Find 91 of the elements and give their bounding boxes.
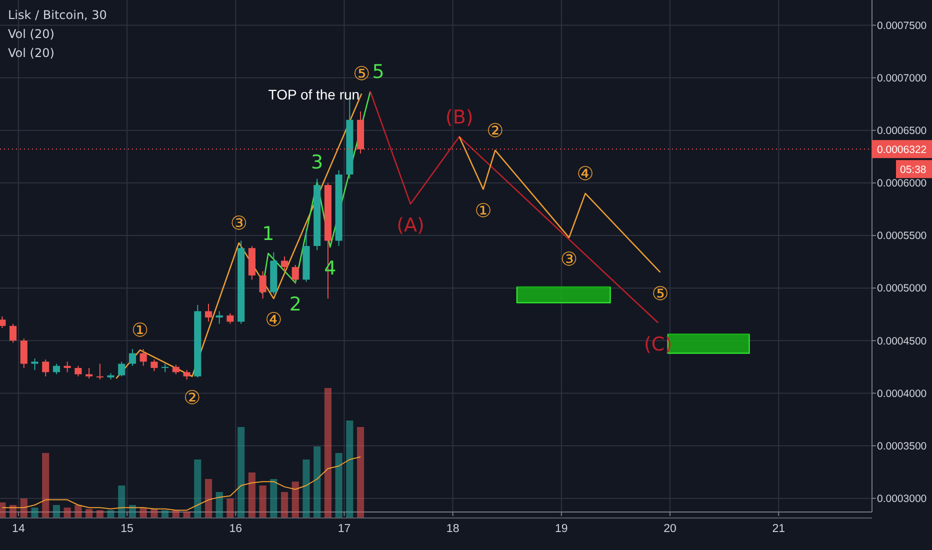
bar — [96, 510, 104, 518]
candlestick — [10, 323, 17, 344]
candlestick — [172, 364, 180, 375]
candlestick — [226, 312, 234, 324]
annotation: ② — [486, 120, 504, 142]
bar — [216, 492, 223, 518]
candlestick — [74, 365, 82, 377]
annotation: TOP of the run — [268, 86, 360, 103]
bar — [20, 498, 28, 518]
x-tick-label: 14 — [12, 523, 26, 535]
annotation: ① — [132, 320, 149, 342]
annotation: ③ — [230, 212, 248, 235]
x-tick-label: 21 — [772, 523, 786, 535]
candlestick — [118, 361, 126, 377]
bar — [194, 460, 202, 518]
y-tick-label: 0.0003500 — [877, 440, 927, 452]
annotation: 5 — [372, 61, 384, 84]
y-tick-label: 0.0004000 — [877, 388, 927, 400]
annotation: (A) — [396, 214, 424, 237]
bar — [357, 427, 364, 518]
annotation: (B) — [445, 106, 474, 128]
bar — [183, 512, 190, 518]
annotation: 1 — [262, 223, 274, 246]
candlestick — [280, 256, 288, 272]
bar — [31, 508, 38, 518]
candlestick — [259, 270, 266, 300]
ref-line-label: 0.0006322 — [877, 144, 927, 156]
x-tick-label: 20 — [664, 523, 676, 535]
annotation: 3 — [311, 152, 324, 174]
x-tick-label: 15 — [120, 523, 134, 535]
text: Vol (20) — [8, 27, 54, 41]
y-tick-label: 0.0005000 — [877, 282, 927, 295]
bar — [302, 460, 310, 518]
text: 05:38 — [900, 164, 926, 176]
bar — [238, 427, 245, 518]
bar — [346, 420, 354, 518]
candlestick — [20, 338, 28, 368]
candlestick — [128, 348, 136, 366]
annotation: ② — [184, 387, 201, 410]
y-tick-label: 0.0007500 — [877, 20, 927, 32]
annotation: ④ — [576, 163, 594, 186]
y-tick-label: 0.0006000 — [877, 178, 927, 190]
bar — [270, 479, 278, 518]
annotation: ① — [474, 200, 492, 222]
bar — [314, 446, 321, 518]
text: Lisk / Bitcoin, 30 — [8, 8, 107, 22]
candlestick — [42, 359, 50, 377]
candlestick — [0, 316, 6, 329]
x-tick-label: 17 — [338, 523, 351, 535]
x-tick-label: 19 — [555, 523, 568, 535]
candlestick — [216, 310, 223, 324]
y-tick-label: 0.0003000 — [877, 493, 927, 506]
bar — [162, 510, 169, 518]
annotation: ③ — [560, 248, 578, 270]
bar — [324, 388, 332, 518]
y-tick-label: 0.0004500 — [877, 335, 927, 348]
bar — [259, 486, 266, 518]
bar — [204, 479, 212, 518]
bar — [292, 482, 299, 518]
candlestick — [96, 363, 104, 380]
candlestick — [52, 363, 60, 375]
y-tick-label: 0.0007000 — [877, 72, 927, 84]
bar — [52, 505, 60, 518]
annotation: ④ — [265, 309, 282, 332]
bar — [335, 453, 342, 518]
bar — [74, 505, 82, 518]
x-tick-label: 16 — [229, 523, 242, 535]
bar — [107, 510, 114, 518]
candlestick — [140, 348, 147, 366]
bar — [42, 453, 50, 518]
candlestick — [292, 264, 299, 284]
candlestick — [64, 361, 71, 373]
annotation: ⑤ — [652, 282, 669, 305]
candlestick — [150, 359, 158, 372]
candlestick — [86, 367, 93, 379]
chart-title: Vol (20) — [8, 46, 54, 60]
bar — [226, 498, 234, 518]
x-tick-label: 18 — [446, 523, 460, 535]
candlestick — [183, 370, 190, 380]
bar — [248, 472, 256, 518]
candlestick — [204, 303, 212, 322]
bar — [118, 486, 126, 518]
bar — [64, 508, 71, 518]
line-series — [458, 136, 661, 273]
y-tick-label: 0.0006500 — [877, 125, 927, 138]
annotation: ⑤ — [353, 63, 370, 86]
bar — [86, 508, 93, 518]
y-tick-label: 0.0005500 — [877, 230, 927, 242]
annotation: 2 — [289, 293, 302, 316]
candlestick — [31, 358, 38, 371]
bar — [280, 492, 288, 518]
